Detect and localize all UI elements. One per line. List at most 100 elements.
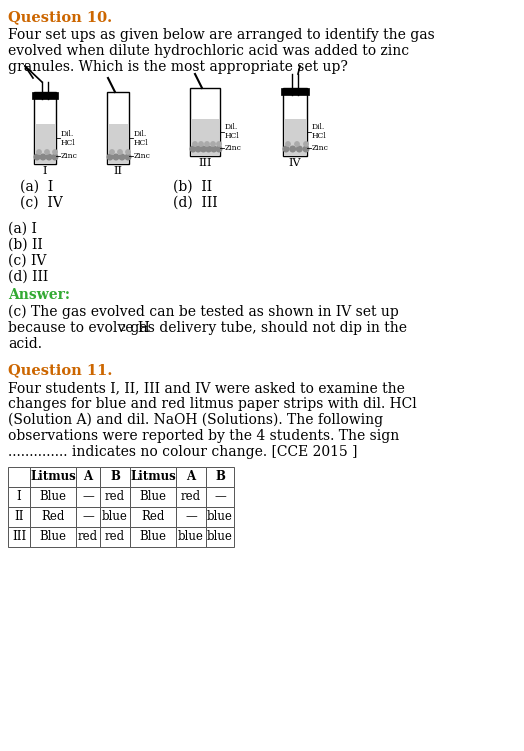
Text: Dil.
HCl: Dil. HCl	[312, 123, 327, 140]
Text: Blue: Blue	[139, 530, 167, 544]
Text: red: red	[105, 490, 125, 503]
Circle shape	[34, 154, 40, 160]
Text: Zinc: Zinc	[134, 152, 151, 160]
Text: I: I	[17, 490, 21, 503]
Circle shape	[211, 146, 216, 152]
Text: changes for blue and red litmus paper strips with dil. HCl: changes for blue and red litmus paper st…	[8, 397, 417, 411]
Bar	[32, 92, 58, 99]
Text: Zinc: Zinc	[312, 144, 329, 152]
Circle shape	[295, 142, 299, 146]
Circle shape	[304, 142, 308, 146]
Text: II: II	[114, 166, 123, 176]
Text: Zinc: Zinc	[225, 144, 242, 152]
Text: I: I	[43, 166, 47, 176]
Bar	[191, 119, 219, 156]
Circle shape	[297, 146, 302, 152]
Text: Litmus: Litmus	[30, 470, 76, 484]
Circle shape	[110, 149, 114, 154]
Text: Question 11.: Question 11.	[8, 363, 112, 377]
Circle shape	[217, 142, 221, 146]
Text: Four set ups as given below are arranged to identify the gas: Four set ups as given below are arranged…	[8, 28, 435, 42]
Text: Dil.
HCl: Dil. HCl	[61, 130, 76, 147]
Circle shape	[40, 154, 46, 160]
Text: III: III	[198, 158, 212, 168]
Circle shape	[283, 146, 289, 152]
Bar	[8, 527, 30, 547]
Text: red: red	[181, 490, 201, 503]
Text: Dil.
HCl: Dil. HCl	[225, 123, 240, 140]
Bar	[206, 527, 234, 547]
Text: because to evolve H: because to evolve H	[8, 321, 150, 335]
Text: red: red	[78, 530, 98, 544]
Text: blue: blue	[102, 511, 128, 523]
Circle shape	[290, 146, 296, 152]
Circle shape	[119, 154, 125, 160]
Circle shape	[211, 142, 215, 146]
Circle shape	[107, 154, 113, 160]
Text: Red: Red	[41, 511, 64, 523]
Text: (c) The gas evolved can be tested as shown in IV set up: (c) The gas evolved can be tested as sho…	[8, 305, 399, 319]
Circle shape	[113, 154, 119, 160]
Bar	[8, 507, 30, 527]
Text: red: red	[105, 530, 125, 544]
Text: Litmus: Litmus	[130, 470, 176, 484]
Bar	[130, 487, 176, 507]
Bar	[76, 527, 100, 547]
Bar	[130, 527, 176, 547]
Circle shape	[53, 149, 57, 154]
Text: III: III	[12, 530, 26, 544]
Circle shape	[118, 149, 122, 154]
Text: blue: blue	[178, 530, 204, 544]
Bar	[108, 125, 128, 164]
Bar	[30, 527, 76, 547]
Circle shape	[52, 154, 58, 160]
Text: Blue: Blue	[39, 530, 67, 544]
Text: 2: 2	[119, 324, 125, 333]
Text: (d) III: (d) III	[8, 270, 48, 284]
Text: blue: blue	[207, 511, 233, 523]
Bar	[100, 487, 130, 507]
Bar	[176, 527, 206, 547]
Text: B: B	[110, 470, 120, 484]
Circle shape	[193, 142, 197, 146]
Circle shape	[45, 149, 49, 154]
Bar	[76, 467, 100, 487]
Bar	[76, 487, 100, 507]
Text: —: —	[82, 490, 94, 503]
Circle shape	[46, 154, 52, 160]
Circle shape	[37, 149, 41, 154]
Text: (c) IV: (c) IV	[8, 254, 47, 268]
Circle shape	[199, 142, 203, 146]
Bar	[30, 467, 76, 487]
Circle shape	[303, 146, 309, 152]
Text: (c)  IV: (c) IV	[20, 196, 63, 210]
Bar	[35, 125, 55, 164]
Text: (d)  III: (d) III	[173, 196, 217, 210]
Bar	[107, 92, 129, 164]
Text: observations were reported by the 4 students. The sign: observations were reported by the 4 stud…	[8, 429, 399, 443]
Circle shape	[286, 142, 290, 146]
Text: .............. indicates no colour change. [CCE 2015 ]: .............. indicates no colour chang…	[8, 445, 357, 459]
Bar	[284, 119, 306, 156]
Bar	[283, 88, 307, 156]
Bar	[206, 487, 234, 507]
Text: granules. Which is the most appropriate set up?: granules. Which is the most appropriate …	[8, 60, 348, 74]
Text: Dil.
HCl: Dil. HCl	[134, 130, 149, 147]
Bar	[130, 467, 176, 487]
Text: Question 10.: Question 10.	[8, 10, 112, 24]
Text: A: A	[83, 470, 93, 484]
Text: Answer:: Answer:	[8, 288, 70, 302]
Text: (a)  I: (a) I	[20, 180, 53, 194]
Bar	[8, 487, 30, 507]
Bar	[100, 527, 130, 547]
Bar	[130, 507, 176, 527]
Text: (Solution A) and dil. NaOH (Solutions). The following: (Solution A) and dil. NaOH (Solutions). …	[8, 413, 383, 427]
Text: A: A	[187, 470, 195, 484]
Bar	[100, 507, 130, 527]
Bar	[8, 467, 30, 487]
Text: (b) II: (b) II	[8, 238, 43, 252]
Text: evolved when dilute hydrochloric acid was added to zinc: evolved when dilute hydrochloric acid wa…	[8, 44, 409, 58]
Text: (b)  II: (b) II	[173, 180, 212, 194]
Bar	[281, 88, 309, 95]
Bar	[190, 88, 220, 156]
